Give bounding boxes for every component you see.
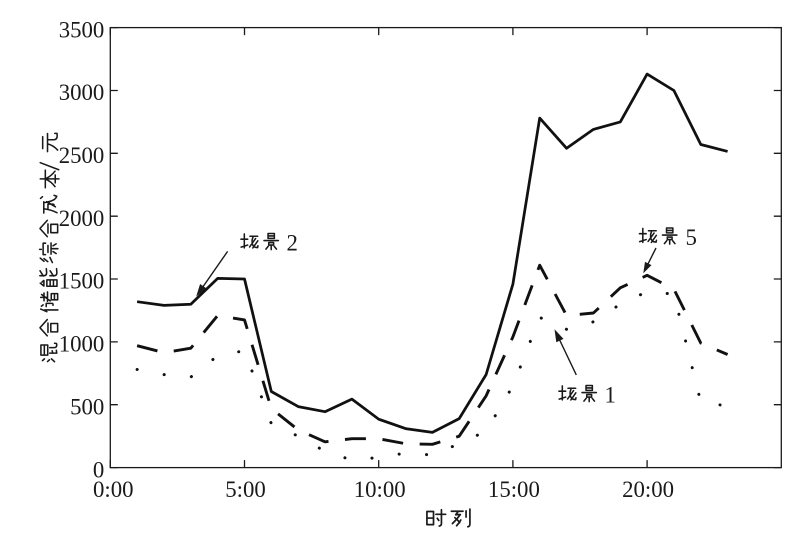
svg-text:2000: 2000	[59, 206, 105, 231]
svg-text:0: 0	[93, 457, 104, 482]
svg-text:1500: 1500	[59, 269, 105, 294]
svg-text:5:00: 5:00	[225, 477, 266, 502]
svg-text:1000: 1000	[59, 332, 105, 357]
svg-text:15:00: 15:00	[488, 477, 540, 502]
svg-text:1: 1	[605, 383, 616, 408]
svg-text:3000: 3000	[59, 80, 105, 105]
svg-text:2500: 2500	[59, 143, 105, 168]
svg-text:3500: 3500	[59, 17, 105, 42]
svg-text:10:00: 10:00	[354, 477, 406, 502]
svg-text:20:00: 20:00	[622, 477, 674, 502]
svg-text:2: 2	[287, 231, 298, 256]
svg-text:0:00: 0:00	[93, 477, 134, 502]
svg-text:5: 5	[686, 225, 697, 250]
svg-text:500: 500	[70, 394, 104, 419]
